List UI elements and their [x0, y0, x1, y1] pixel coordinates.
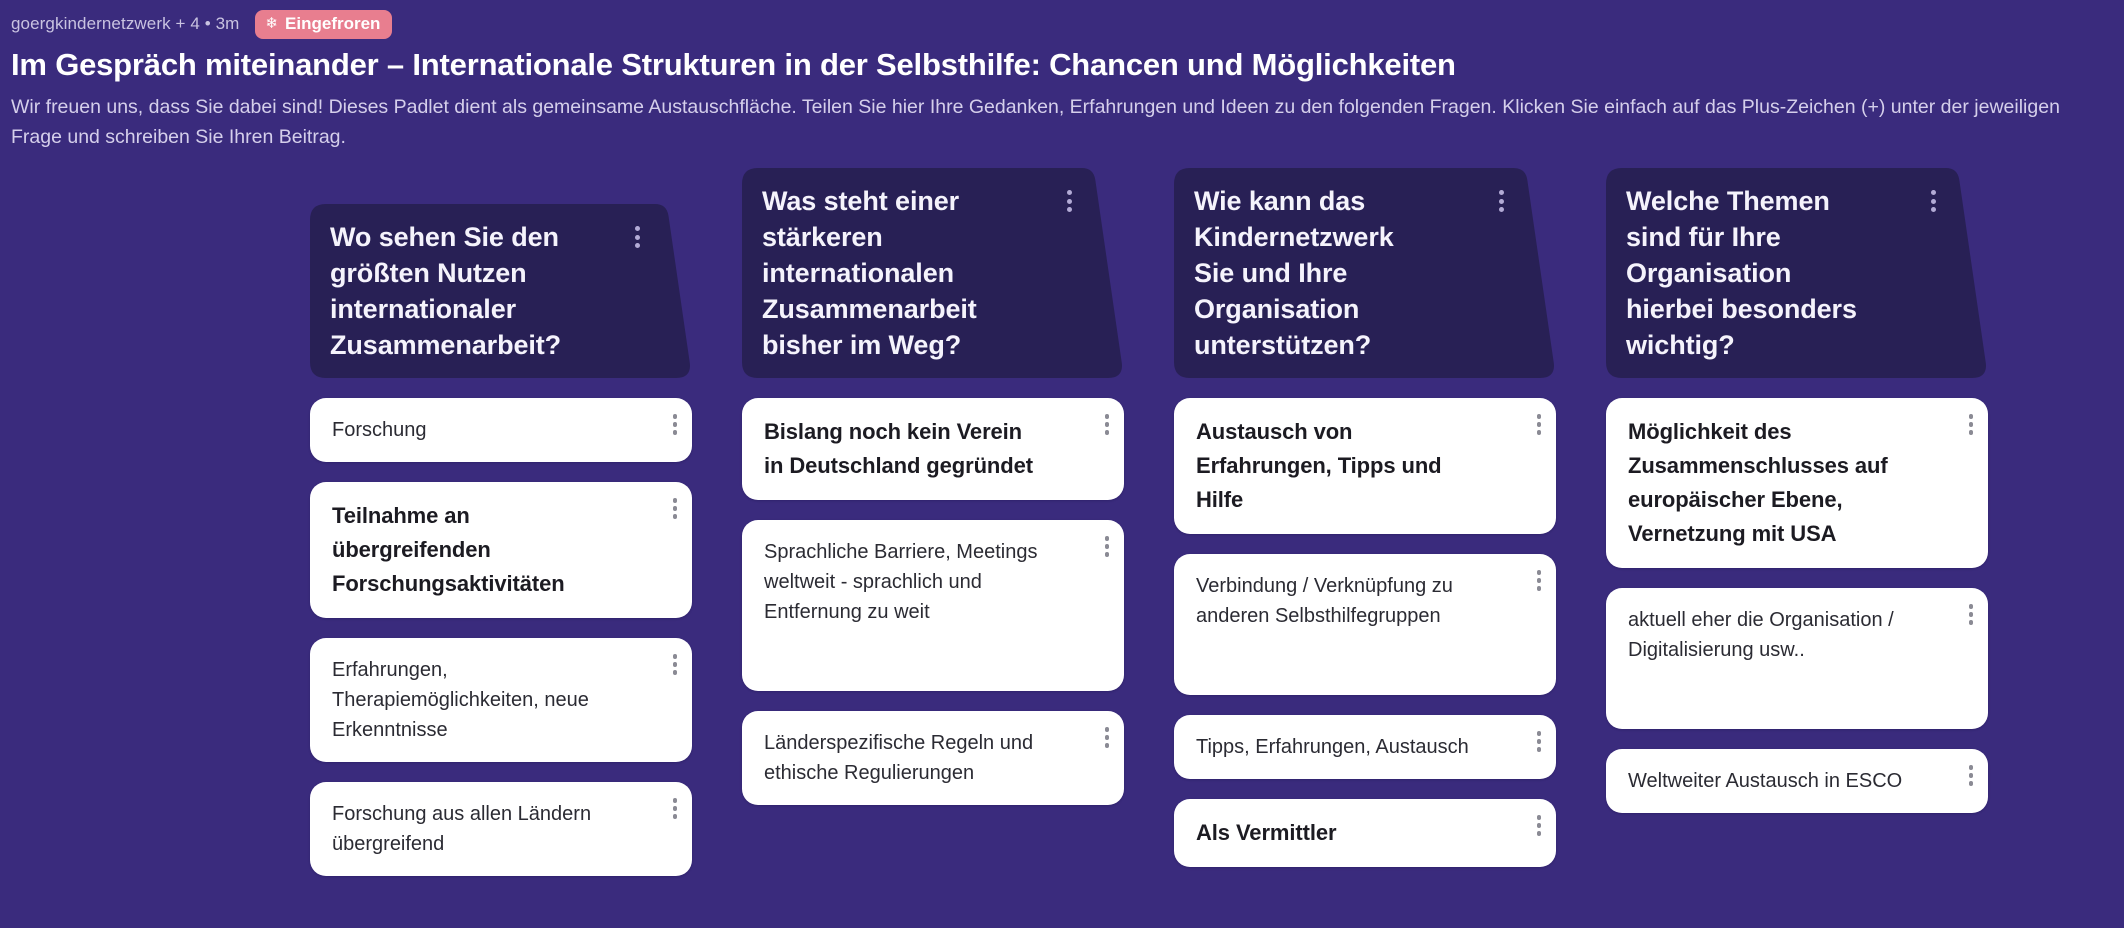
post-menu-icon[interactable]	[1104, 536, 1109, 557]
board-section-4: Welche Themen sind für Ihre Organisation…	[1606, 168, 1988, 813]
section-question-card[interactable]: Was steht einer stärkeren internationale…	[742, 168, 1124, 378]
post-text: Bislang noch kein Verein in Deutschland …	[764, 419, 1033, 478]
post-menu-icon[interactable]	[1968, 414, 1973, 435]
frozen-badge: ❄ Eingefroren	[255, 9, 393, 39]
section-menu-icon[interactable]	[1067, 190, 1072, 212]
post-menu-icon[interactable]	[1536, 570, 1541, 591]
section-menu-icon[interactable]	[1499, 190, 1504, 212]
post-text: Tipps, Erfahrungen, Austausch	[1196, 736, 1469, 758]
section-header-zone: Welche Themen sind für Ihre Organisation…	[1606, 168, 1988, 378]
post-card[interactable]: aktuell eher die Organisation / Digitali…	[1606, 588, 1988, 729]
snowflake-icon: ❄	[265, 15, 279, 32]
post-menu-icon[interactable]	[1968, 765, 1973, 786]
section-question: Wie kann das Kindernetzwerk Sie und Ihre…	[1194, 186, 1394, 360]
post-card[interactable]: Forschung aus allen Ländern übergreifend	[310, 782, 692, 876]
post-text: Länderspezifische Regeln und ethische Re…	[764, 732, 1034, 784]
post-text: Weltweiter Austausch in ESCO	[1628, 770, 1903, 792]
post-text: Teilnahme an übergreifenden Forschungsak…	[332, 503, 565, 596]
post-menu-icon[interactable]	[1536, 731, 1541, 752]
post-card[interactable]: Als Vermittler	[1174, 799, 1556, 867]
post-text: Austausch von Erfahrungen, Tipps und Hil…	[1196, 419, 1442, 512]
section-header-shape	[1606, 168, 1986, 378]
section-header-zone: Was steht einer stärkeren internationale…	[742, 168, 1124, 378]
post-menu-icon[interactable]	[1968, 604, 1973, 625]
post-text: Verbindung / Verknüpfung zu anderen Selb…	[1196, 575, 1453, 627]
section-question-card[interactable]: Wie kann das Kindernetzwerk Sie und Ihre…	[1174, 168, 1556, 378]
board: Wo sehen Sie den größten Nutzen internat…	[310, 168, 1988, 876]
post-menu-icon[interactable]	[1536, 414, 1541, 435]
post-menu-icon[interactable]	[672, 414, 677, 435]
board-section-3: Wie kann das Kindernetzwerk Sie und Ihre…	[1174, 168, 1556, 867]
section-question-card[interactable]: Wo sehen Sie den größten Nutzen internat…	[310, 204, 692, 378]
post-menu-icon[interactable]	[1104, 727, 1109, 748]
post-menu-icon[interactable]	[1104, 414, 1109, 435]
post-text: Sprachliche Barriere, Meetings weltweit …	[764, 541, 1038, 623]
post-menu-icon[interactable]	[672, 798, 677, 819]
section-menu-icon[interactable]	[1931, 190, 1936, 212]
post-text: Erfahrungen, Therapiemöglichkeiten, neue…	[332, 659, 589, 741]
board-section-1: Wo sehen Sie den größten Nutzen internat…	[310, 168, 692, 876]
section-question: Welche Themen sind für Ihre Organisation…	[1626, 186, 1857, 360]
board-section-2: Was steht einer stärkeren internationale…	[742, 168, 1124, 805]
post-card[interactable]: Austausch von Erfahrungen, Tipps und Hil…	[1174, 398, 1556, 534]
post-text: Als Vermittler	[1196, 820, 1337, 845]
section-header-zone: Wie kann das Kindernetzwerk Sie und Ihre…	[1174, 168, 1556, 378]
post-menu-icon[interactable]	[672, 654, 677, 675]
section-question: Wo sehen Sie den größten Nutzen internat…	[330, 222, 562, 360]
post-card[interactable]: Verbindung / Verknüpfung zu anderen Selb…	[1174, 554, 1556, 695]
post-text: aktuell eher die Organisation / Digitali…	[1628, 609, 1894, 661]
section-question: Was steht einer stärkeren internationale…	[762, 186, 977, 360]
section-header-shape	[310, 204, 690, 378]
meta-row: goergkindernetzwerk + 4 • 3m ❄ Eingefror…	[11, 8, 2115, 40]
post-card[interactable]: Weltweiter Austausch in ESCO	[1606, 749, 1988, 813]
post-card[interactable]: Erfahrungen, Therapiemöglichkeiten, neue…	[310, 638, 692, 762]
section-menu-icon[interactable]	[635, 226, 640, 248]
board-owner-meta[interactable]: goergkindernetzwerk + 4 • 3m	[11, 14, 240, 33]
section-question-card[interactable]: Welche Themen sind für Ihre Organisation…	[1606, 168, 1988, 378]
post-card[interactable]: Bislang noch kein Verein in Deutschland …	[742, 398, 1124, 500]
board-header: goergkindernetzwerk + 4 • 3m ❄ Eingefror…	[11, 8, 2115, 152]
frozen-badge-label: Eingefroren	[285, 13, 381, 33]
board-title: Im Gespräch miteinander – Internationale…	[11, 47, 1456, 82]
post-card[interactable]: Möglichkeit des Zusammenschlusses auf eu…	[1606, 398, 1988, 568]
post-card[interactable]: Sprachliche Barriere, Meetings weltweit …	[742, 520, 1124, 691]
section-header-shape	[742, 168, 1122, 378]
post-menu-icon[interactable]	[672, 498, 677, 519]
post-text: Forschung aus allen Ländern übergreifend	[332, 803, 592, 855]
section-header-zone: Wo sehen Sie den größten Nutzen internat…	[310, 168, 692, 378]
post-card[interactable]: Länderspezifische Regeln und ethische Re…	[742, 711, 1124, 805]
post-text: Forschung	[332, 419, 427, 441]
section-header-shape	[1174, 168, 1554, 378]
post-menu-icon[interactable]	[1536, 815, 1541, 836]
post-text: Möglichkeit des Zusammenschlusses auf eu…	[1628, 419, 1888, 546]
post-card[interactable]: Teilnahme an übergreifenden Forschungsak…	[310, 482, 692, 618]
board-description: Wir freuen uns, dass Sie dabei sind! Die…	[11, 96, 2060, 148]
post-card[interactable]: Tipps, Erfahrungen, Austausch	[1174, 715, 1556, 779]
post-card[interactable]: Forschung	[310, 398, 692, 462]
